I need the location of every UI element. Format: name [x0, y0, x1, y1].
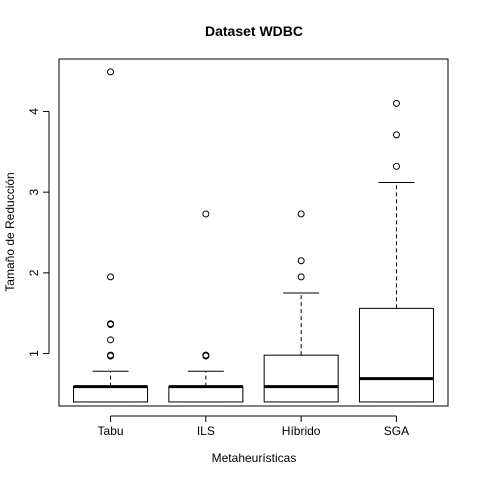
box-rect	[358, 307, 434, 403]
y-tick-label: 3	[27, 188, 41, 195]
box-sga	[358, 99, 434, 403]
x-tick-label: Híbrido	[282, 424, 321, 438]
outlier-point	[107, 320, 115, 328]
y-tick-label: 1	[27, 350, 41, 357]
x-tick-label: ILS	[197, 424, 215, 438]
outlier-point	[297, 210, 305, 218]
outlier-point	[392, 162, 400, 170]
x-tick-label: Tabu	[98, 424, 124, 438]
outlier-point	[107, 68, 115, 76]
chart-title: Dataset WDBC	[205, 23, 303, 39]
box-rect	[73, 386, 149, 403]
outlier-point	[392, 131, 400, 139]
x-axis-label: Metaheurísticas	[212, 451, 297, 465]
y-axis-label: Tamaño de Reducción	[3, 172, 17, 291]
y-tick-label: 2	[27, 269, 41, 276]
outlier-point	[107, 351, 115, 359]
box-hbrido	[263, 210, 339, 403]
plot-frame	[58, 58, 449, 407]
outlier-point	[107, 273, 115, 281]
y-tick-label: 4	[27, 108, 41, 115]
box-ils	[168, 210, 244, 403]
outlier-point	[202, 210, 210, 218]
outlier-point	[202, 351, 210, 359]
box-rect	[263, 354, 339, 403]
y-axis: 1 2 3 4	[27, 108, 50, 357]
outlier-point	[392, 99, 400, 107]
outlier-point	[297, 257, 305, 265]
box-tabu	[73, 68, 149, 403]
boxes-group	[73, 68, 434, 403]
x-tick-label: SGA	[384, 424, 409, 438]
outlier-point	[297, 273, 305, 281]
x-axis: Tabu ILS Híbrido SGA	[98, 415, 409, 438]
box-rect	[168, 386, 244, 403]
outlier-point	[107, 336, 115, 344]
